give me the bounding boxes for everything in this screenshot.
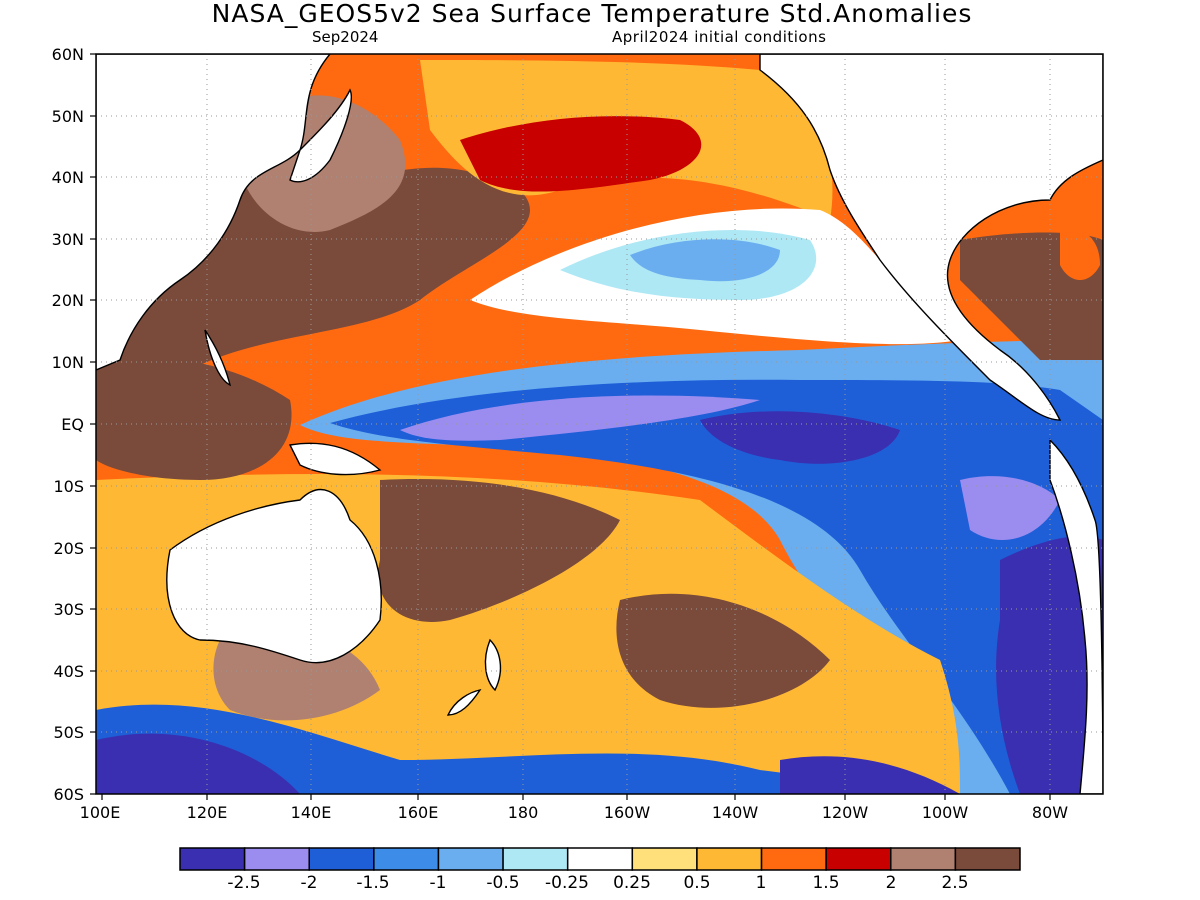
asia-landmass <box>96 54 331 371</box>
colorbar-label: 0.25 <box>613 873 651 893</box>
colorbar-swatch <box>954 847 1021 871</box>
lat-label: 40S <box>53 662 84 681</box>
colorbar-swatch <box>502 847 569 871</box>
lat-label: 60N <box>52 45 84 64</box>
colorbar-swatch <box>243 847 310 871</box>
lon-label: 100W <box>922 803 969 822</box>
equatorial-cold-tongue-core <box>700 411 900 464</box>
colorbar <box>179 847 1021 871</box>
north-pacific-red-band <box>460 116 702 192</box>
southern-ocean-cool-band <box>96 704 960 794</box>
australia-landmass <box>166 489 382 664</box>
new-zealand-south <box>446 688 482 716</box>
lat-label: 50S <box>53 723 84 742</box>
colorbar-swatch <box>760 847 827 871</box>
gulf-orange-spot <box>1060 229 1100 280</box>
lat-label: 30N <box>52 230 84 249</box>
lon-label: 140W <box>712 803 759 822</box>
se-pacific-lilac <box>960 476 1060 540</box>
colorbar-swatch <box>437 847 504 871</box>
lon-label: 80W <box>1032 803 1068 822</box>
lon-label: 120W <box>822 803 869 822</box>
southern-ocean-purple <box>96 733 300 794</box>
lat-label: 30S <box>53 600 84 619</box>
new-zealand-north <box>484 638 502 692</box>
japan-island <box>289 88 352 183</box>
colorbar-label: -2.5 <box>227 873 260 893</box>
new-guinea-island <box>288 442 382 476</box>
colorbar-label: 1 <box>756 873 767 893</box>
colorbar-label: -1.5 <box>356 873 389 893</box>
colorbar-label: -1 <box>430 873 447 893</box>
colorbar-swatch <box>566 847 634 871</box>
latitude-labels: 60N 50N 40N 30N 20N 10N EQ 10S 20S 30S 4… <box>52 45 84 804</box>
north-america-landmass <box>759 54 1103 421</box>
lat-label: 50N <box>52 107 84 126</box>
lat-label: 10S <box>53 477 84 496</box>
map-title: NASA_GEOS5v2 Sea Surface Temperature Std… <box>211 0 973 28</box>
lat-label: 20N <box>52 291 84 310</box>
lon-label: 160W <box>604 803 651 822</box>
lon-label: 180 <box>508 803 539 822</box>
colorbar-label: -2 <box>301 873 318 893</box>
colorbar-swatch <box>696 847 763 871</box>
initial-conditions-label: April2024 initial conditions <box>612 28 827 46</box>
map-gridlines <box>96 54 1103 794</box>
colorbar-label: -0.25 <box>545 873 589 893</box>
colorbar-label: 1.5 <box>812 873 839 893</box>
colorbar-swatch <box>373 847 440 871</box>
colorbar-label: 2 <box>886 873 897 893</box>
colorbar-label: 2.5 <box>941 873 968 893</box>
southern-ocean-deep <box>780 756 960 794</box>
colorbar-swatch <box>179 847 246 871</box>
forecast-month-label: Sep2024 <box>312 28 379 46</box>
maritime-continent-warm <box>96 356 292 480</box>
equatorial-purple-streak <box>400 395 760 441</box>
lon-label: 100E <box>80 803 121 822</box>
lat-label: 60S <box>53 785 84 804</box>
lat-label: EQ <box>61 415 84 434</box>
lon-label: 120E <box>187 803 228 822</box>
colorbar-swatch <box>825 847 892 871</box>
longitude-labels: 100E 120E 140E 160E 180 160W 140W 120W 1… <box>80 803 1069 822</box>
land-masses <box>96 54 1103 794</box>
se-pacific-purple-region <box>996 536 1103 794</box>
colorbar-label: -0.5 <box>486 873 519 893</box>
philippines-island <box>204 329 232 387</box>
colorbar-swatch <box>631 847 698 871</box>
colorbar-swatch <box>890 847 957 871</box>
south-america-landmass <box>1049 438 1103 794</box>
lat-label: 40N <box>52 168 84 187</box>
lon-label: 140E <box>291 803 332 822</box>
ne-pacific-blue <box>630 239 780 282</box>
colorbar-swatch <box>308 847 375 871</box>
lon-label: 160E <box>398 803 439 822</box>
colorbar-labels: -2.5 -2 -1.5 -1 -0.5 -0.25 0.25 0.5 1 1.… <box>227 873 968 893</box>
lat-label: 10N <box>52 353 84 372</box>
lat-label: 20S <box>53 539 84 558</box>
axis-ticks <box>90 53 1051 800</box>
south-pacific-brown <box>378 479 620 622</box>
equatorial-cold-tongue-mid <box>330 379 1103 794</box>
south-pacific-brown-2 <box>616 593 830 708</box>
colorbar-label: 0.5 <box>683 873 710 893</box>
